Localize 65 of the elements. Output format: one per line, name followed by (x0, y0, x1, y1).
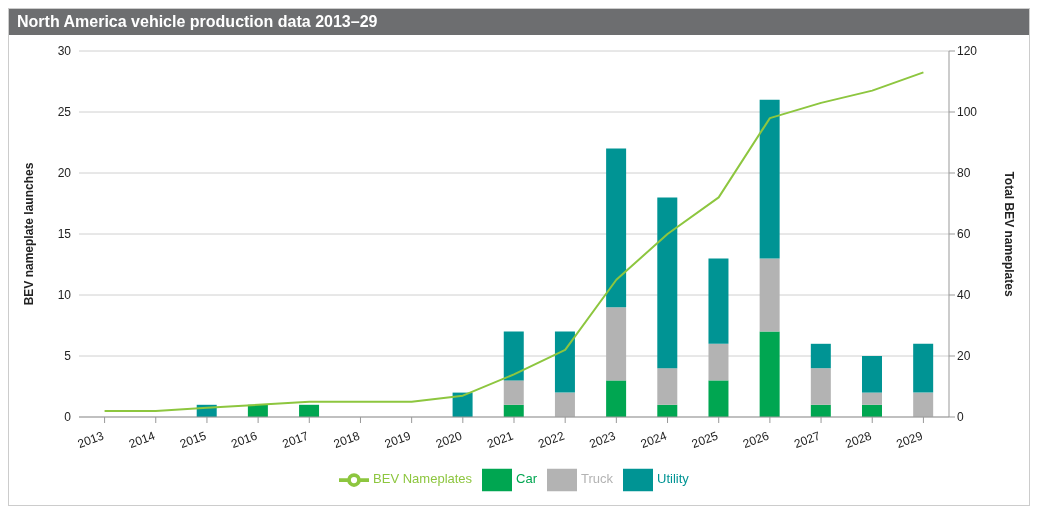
bar (759, 99, 780, 259)
x-tick-label: 2014 (126, 428, 158, 451)
x-tick-label: 2021 (485, 428, 516, 451)
x-tick-label: 2016 (229, 428, 260, 451)
bar (503, 380, 524, 405)
legend-label: BEV Nameplates (373, 471, 473, 487)
bar (554, 392, 575, 417)
bar (554, 331, 575, 393)
y2-tick-label: 0 (957, 410, 964, 425)
x-tick-label: 2024 (638, 428, 669, 451)
y2-tick-label: 60 (957, 227, 971, 242)
x-tick-label: 2027 (792, 428, 823, 451)
chart-title: North America vehicle production data 2013–29 (9, 9, 1029, 35)
x-tick-label: 2026 (741, 428, 772, 451)
bar (708, 380, 729, 417)
x-tick-label: 2013 (75, 428, 106, 451)
y2-tick-label: 100 (957, 105, 978, 120)
y-tick-label: 15 (57, 227, 72, 242)
x-tick-label: 2015 (178, 428, 209, 451)
bar (810, 368, 831, 405)
x-tick-label: 2022 (536, 428, 567, 451)
y2-tick-label: 80 (957, 166, 971, 181)
bar (708, 258, 729, 344)
x-tick-label: 2018 (331, 428, 362, 451)
y2-tick-label: 40 (957, 288, 971, 303)
x-tick-label: 2020 (433, 428, 465, 451)
y-tick-label: 10 (57, 288, 72, 303)
y-tick-label: 0 (64, 410, 72, 425)
bar (606, 307, 627, 381)
bar (810, 404, 831, 417)
bar (913, 392, 934, 417)
bar (759, 258, 780, 332)
bar (606, 380, 627, 417)
x-tick-label: 2028 (843, 428, 874, 451)
bar (503, 331, 524, 381)
x-tick-label: 2017 (280, 428, 311, 451)
bar (606, 148, 627, 308)
bar (503, 404, 524, 417)
y-axis-title: BEV nameplate launches (22, 162, 37, 306)
bar (657, 197, 678, 369)
y2-tick-label: 20 (957, 349, 971, 364)
legend-label: Utility (657, 471, 689, 487)
legend-label: Truck (581, 471, 614, 487)
bar (862, 392, 882, 405)
bar (862, 404, 882, 417)
x-tick-label: 2025 (689, 428, 721, 451)
bar (657, 404, 678, 417)
y-tick-label: 30 (57, 44, 72, 59)
x-tick-label: 2029 (894, 428, 925, 451)
y-tick-label: 25 (57, 105, 72, 120)
legend-label: Car (516, 471, 538, 487)
bar (810, 343, 831, 369)
y2-tick-label: 120 (957, 44, 978, 59)
bar (299, 404, 320, 417)
bar (862, 356, 882, 393)
bar (657, 368, 678, 405)
bar (913, 343, 934, 393)
x-tick-label: 2023 (587, 428, 618, 451)
bar (759, 331, 780, 417)
line-series (103, 71, 925, 412)
x-tick-label: 2019 (382, 428, 413, 451)
y-tick-label: 5 (64, 349, 72, 364)
y-tick-label: 20 (57, 166, 72, 181)
y2-axis-title: Total BEV nameplates (1001, 171, 1016, 297)
bar (708, 343, 729, 381)
